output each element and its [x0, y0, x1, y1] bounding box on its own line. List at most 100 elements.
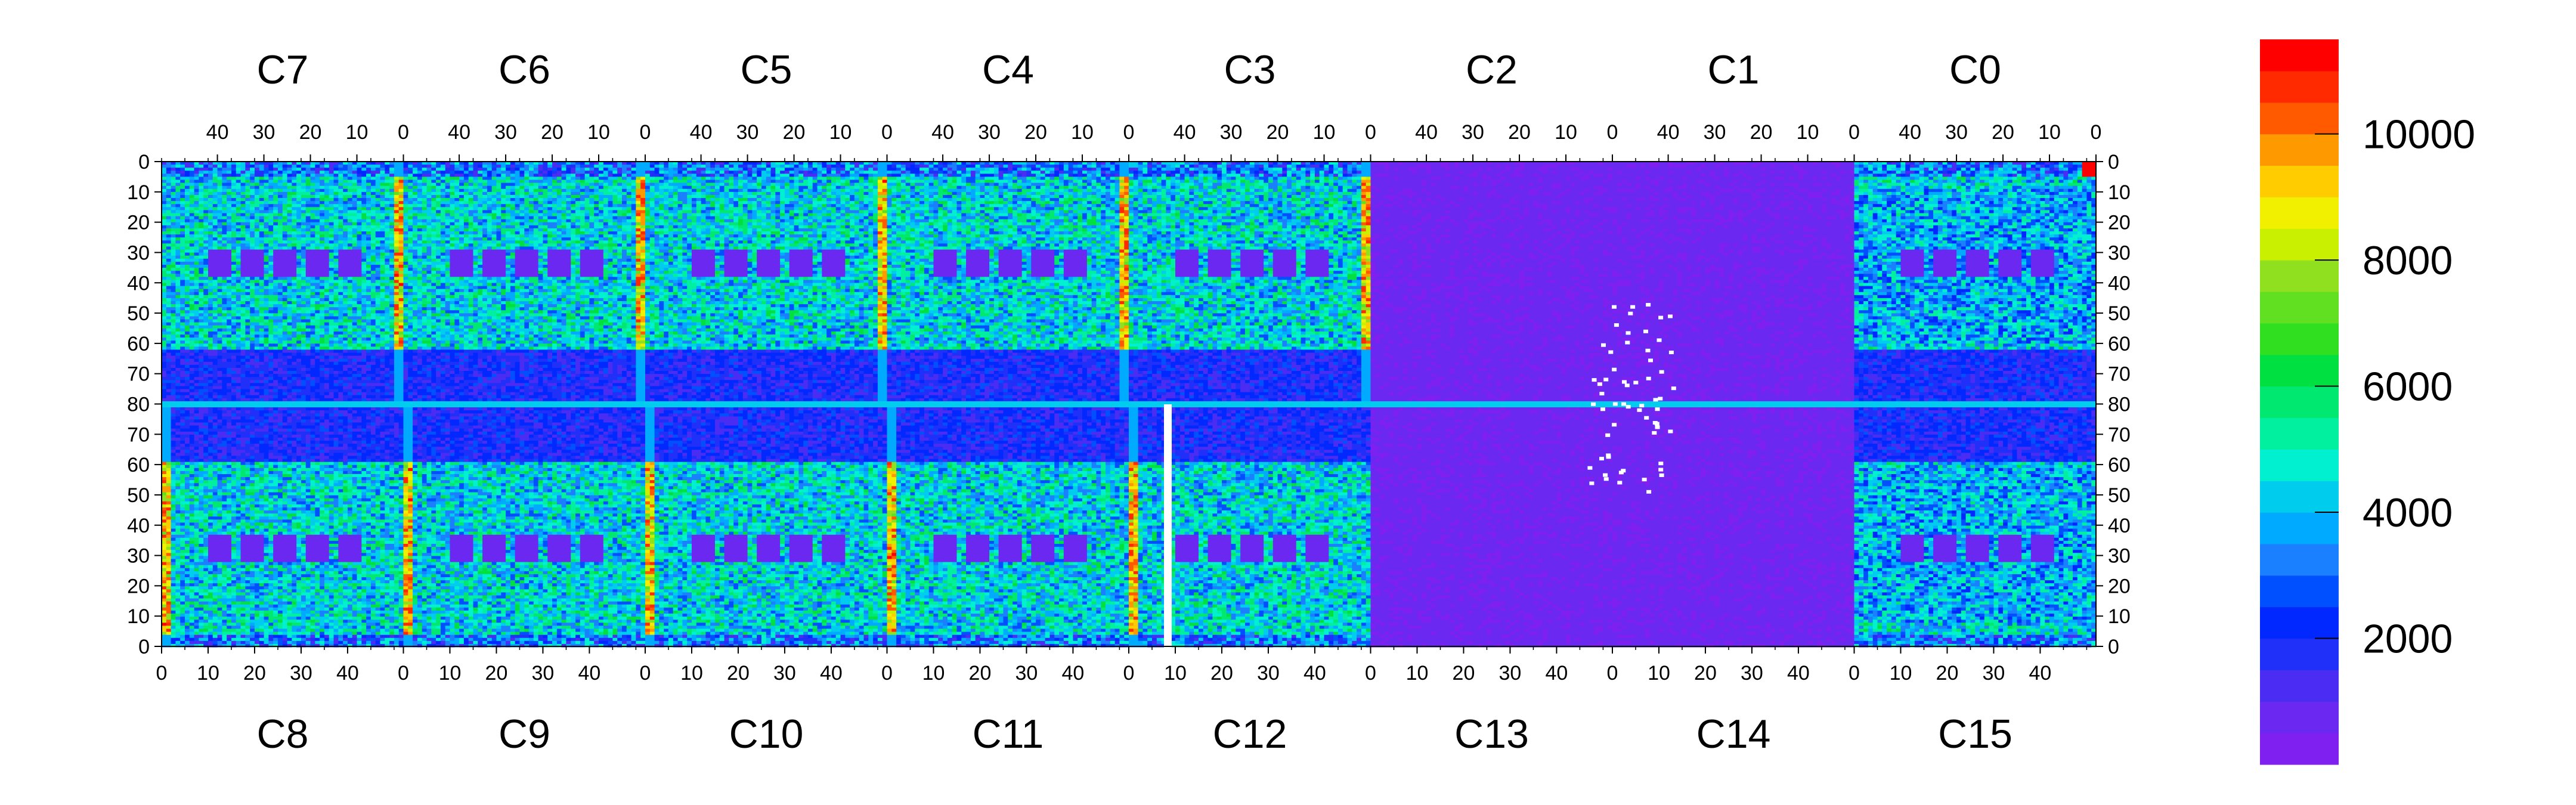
heat-cell	[194, 207, 199, 210]
heat-cell	[352, 213, 357, 216]
heat-cell	[175, 165, 180, 168]
heat-cell	[380, 225, 385, 229]
heat-cell	[255, 201, 259, 205]
heat-cell	[190, 210, 194, 213]
heat-cell	[255, 180, 259, 184]
heat-cell	[278, 165, 283, 168]
heat-cell	[241, 240, 246, 244]
heat-cell	[324, 204, 329, 208]
heat-cell	[180, 237, 185, 241]
heat-cell	[199, 222, 203, 226]
heat-cell	[306, 237, 311, 241]
heat-cell	[366, 168, 371, 171]
heat-cell	[175, 186, 180, 190]
heat-cell	[385, 207, 389, 210]
heat-cell	[250, 177, 255, 180]
heat-cell	[250, 195, 255, 199]
heat-cell	[287, 240, 292, 244]
heat-cell	[190, 195, 194, 199]
heat-cell	[203, 174, 208, 177]
heat-cell	[334, 177, 339, 180]
heat-cell	[315, 177, 320, 180]
heat-cell	[320, 198, 324, 202]
heat-cell	[306, 207, 311, 210]
heat-cell	[213, 234, 218, 238]
heat-cell	[329, 225, 334, 229]
heat-cell	[394, 168, 399, 171]
heat-cell	[376, 171, 380, 174]
heat-cell	[273, 189, 278, 193]
heat-cell	[273, 228, 278, 232]
heat-cell	[394, 201, 399, 205]
heat-cell	[222, 189, 227, 193]
heat-cell	[241, 225, 246, 229]
heat-cell	[227, 171, 231, 174]
heat-cell	[292, 180, 296, 184]
heat-cell	[394, 186, 399, 190]
heat-cell	[389, 216, 394, 220]
heat-cell	[306, 228, 311, 232]
heat-cell	[292, 222, 296, 226]
heat-cell	[231, 174, 236, 177]
heat-cell	[203, 246, 208, 250]
heat-cell	[292, 168, 296, 171]
heat-cell	[315, 222, 320, 226]
heat-cell	[283, 171, 287, 174]
heat-cell	[264, 189, 269, 193]
heat-cell	[324, 171, 329, 174]
heat-cell	[180, 243, 185, 247]
heat-cell	[273, 210, 278, 213]
heat-cell	[352, 243, 357, 247]
heat-cell	[231, 207, 236, 210]
heat-cell	[357, 174, 362, 177]
heat-cell	[361, 240, 366, 244]
heat-cell	[250, 213, 255, 216]
heat-cell	[361, 243, 366, 247]
heat-cell	[311, 171, 315, 174]
heat-cell	[385, 183, 389, 187]
heat-cell	[357, 207, 362, 210]
heat-cell	[273, 243, 278, 247]
heat-cell	[259, 237, 264, 241]
heat-cell	[241, 195, 246, 199]
heat-cell	[366, 174, 371, 177]
heat-cell	[394, 210, 399, 213]
heat-cell	[380, 234, 385, 238]
heat-cell	[301, 234, 306, 238]
heat-cell	[361, 222, 366, 226]
heat-cell	[292, 237, 296, 241]
heat-cell	[352, 222, 357, 226]
heat-cell	[231, 177, 236, 180]
heat-cell	[399, 240, 404, 244]
heat-cell	[357, 228, 362, 232]
heat-cell	[385, 177, 389, 180]
heat-cell	[241, 171, 246, 174]
heat-cell	[255, 219, 259, 223]
heat-cell	[376, 186, 380, 190]
heat-cell	[185, 168, 190, 171]
heat-cell	[264, 174, 269, 177]
heat-cell	[306, 174, 311, 177]
heat-cell	[334, 234, 339, 238]
heat-cell	[213, 222, 218, 226]
heat-cell	[255, 195, 259, 199]
heat-cell	[371, 210, 376, 213]
heat-cell	[227, 204, 231, 208]
heat-cell	[231, 237, 236, 241]
heat-cell	[241, 183, 246, 187]
heat-cell	[366, 240, 371, 244]
heat-cell	[255, 216, 259, 220]
heat-cell	[194, 222, 199, 226]
heat-cell	[190, 192, 194, 196]
heat-cell	[306, 210, 311, 213]
heat-cell	[264, 246, 269, 250]
heat-cell	[348, 222, 352, 226]
heat-cell	[171, 222, 176, 226]
heat-cell	[264, 201, 269, 205]
heat-cell	[175, 171, 180, 174]
heat-cell	[162, 234, 166, 238]
heat-cell	[296, 210, 301, 213]
heat-cell	[376, 180, 380, 184]
heat-cell	[361, 198, 366, 202]
heat-cell	[361, 195, 366, 199]
